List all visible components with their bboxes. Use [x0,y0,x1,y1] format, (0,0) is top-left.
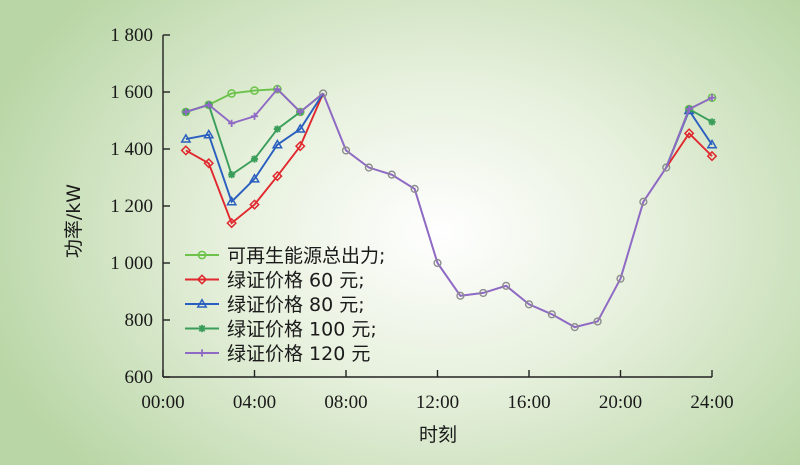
data-point [433,258,442,268]
data-point [203,157,215,169]
data-point [708,118,716,126]
data-point [250,155,259,163]
data-point [196,274,208,285]
data-point [203,129,215,139]
legend-item: 绿证价格 80 元; [185,294,365,316]
series-line [665,131,713,169]
data-point [228,119,236,127]
data-point [226,196,238,206]
series-line [185,93,324,225]
legend: 可再生能源总出力; 绿证价格 60 元;绿证价格 80 元; 绿证价格 100 元;… [185,245,385,365]
legend-item: 绿证价格 100 元; [185,319,377,341]
series-5 [182,85,716,168]
series-line [185,88,301,113]
legend-label: 绿证价格 100 元; [227,319,377,341]
data-point [547,310,556,319]
x-tick-label: 08:00 [324,392,367,413]
data-point [226,217,237,229]
series-2 [180,93,718,229]
data-point [227,89,236,98]
legend-item: 绿证价格 60 元; [185,270,365,292]
data-point [662,163,671,172]
data-point [479,288,488,298]
y-tick-label: 1 400 [110,139,153,160]
data-point [248,173,261,183]
x-tick-label: 00:00 [141,392,184,413]
data-point [294,140,306,152]
data-point [182,108,190,116]
data-point [593,317,602,326]
data-point [708,94,716,102]
legend-item: 可再生能源总出力; [185,245,385,267]
legend-item: 绿证价格 120 元 [185,343,370,365]
legend-label: 绿证价格 120 元 [227,343,370,365]
y-tick-label: 1 600 [110,82,153,103]
data-point [706,139,718,149]
data-point [319,89,328,98]
data-point [180,145,192,156]
data-point [639,197,648,206]
x-tick-label: 12:00 [416,392,459,413]
data-point [180,133,192,143]
plot-area [180,84,718,332]
data-point [456,291,465,300]
data-point [197,250,207,260]
data-point [228,171,236,179]
data-point [683,128,695,139]
y-tick-label: 1 000 [110,253,153,274]
x-tick-label: 16:00 [507,392,550,413]
data-point [272,170,283,182]
legend-label: 可再生能源总出力; [227,245,385,267]
series-line-common [322,93,668,329]
data-point [273,125,281,133]
data-point [250,112,259,120]
x-ticks: 00:00 04:00 08:00 12:00 16:00 20:00 24:00 [141,370,734,413]
x-tick-label: 04:00 [233,392,276,413]
data-point [273,85,281,93]
data-point [196,298,208,308]
data-point [250,86,259,95]
data-point [685,105,693,113]
data-point [198,349,206,357]
series-common [319,89,671,332]
data-point [271,139,283,149]
y-tick-label: 1 200 [110,196,153,217]
data-point [294,123,306,133]
data-point [410,184,419,194]
series-1 [181,84,717,168]
data-point [205,101,213,109]
data-point [198,324,206,333]
data-point [364,163,373,172]
data-point [296,108,304,116]
data-point [249,199,260,210]
data-point [524,300,534,309]
legend-label: 绿证价格 80 元; [227,294,365,316]
y-tick-label: 600 [125,367,154,388]
y-ticks: 600 800 1 000 1 200 1 400 1 600 1 800 [110,25,170,388]
legend-label: 绿证价格 60 元; [227,270,365,292]
x-tick-label: 24:00 [690,392,733,413]
data-point [570,323,579,332]
y-tick-label: 800 [125,310,154,331]
x-tick-label: 20:00 [599,392,642,413]
y-axis-title: 功率/kW [63,184,85,258]
series-line [185,92,324,204]
data-point [616,274,625,283]
data-point [387,170,396,179]
data-point [706,150,718,162]
data-point [341,146,351,155]
y-tick-label: 1 800 [110,25,153,46]
x-axis-title: 时刻 [419,424,457,446]
data-point [502,281,511,290]
